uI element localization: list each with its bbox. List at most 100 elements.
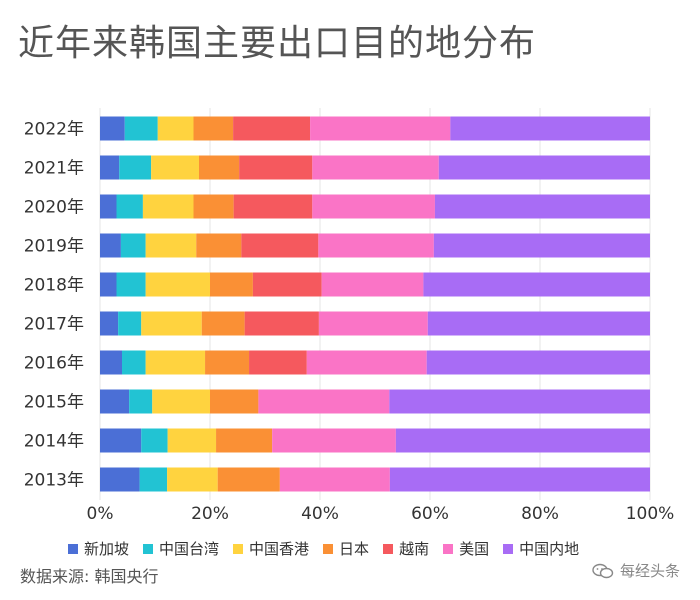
bar-segment	[145, 233, 197, 258]
bar-segment	[395, 428, 650, 453]
y-tick-label: 2019年	[24, 237, 84, 257]
x-tick-label: 60%	[411, 504, 449, 524]
bar-segment	[239, 155, 313, 180]
x-tick-label: 20%	[191, 504, 229, 524]
legend-label: 中国香港	[249, 540, 310, 558]
bar-segment	[100, 311, 119, 336]
bar-segment	[279, 467, 390, 492]
legend-label: 中国台湾	[159, 540, 220, 558]
legend-item: 中国台湾	[143, 538, 219, 559]
bar-segment	[100, 272, 117, 297]
bar-segment	[167, 428, 217, 453]
legend-label: 日本	[339, 540, 370, 558]
bar-segment	[434, 194, 650, 219]
bar-segment	[196, 233, 242, 258]
bar-segment	[318, 233, 434, 258]
x-tick-label: 0%	[87, 504, 114, 524]
bar-segment	[427, 311, 650, 336]
bar-segment	[118, 311, 142, 336]
legend-item: 日本	[323, 538, 369, 559]
bar-segment	[157, 116, 194, 141]
y-tick-label: 2015年	[24, 393, 84, 413]
bar-segment	[217, 467, 280, 492]
x-tick-label: 100%	[626, 504, 675, 524]
legend-item: 新加坡	[68, 538, 129, 559]
bar-segment	[450, 116, 650, 141]
bar-segment	[145, 350, 206, 375]
bar-segment	[233, 116, 311, 141]
x-tick-label: 40%	[301, 504, 339, 524]
bar-segment	[216, 428, 273, 453]
legend-swatch	[233, 543, 244, 554]
y-tick-label: 2016年	[24, 354, 84, 374]
legend-swatch	[503, 543, 514, 554]
bar-segment	[139, 467, 168, 492]
y-tick-label: 2021年	[24, 159, 84, 179]
watermark: 每经头条	[592, 560, 680, 581]
bar-segment	[100, 116, 125, 141]
legend-swatch	[383, 543, 394, 554]
bar-segment	[244, 311, 319, 336]
bar-segment	[241, 233, 319, 258]
y-tick-label: 2014年	[24, 432, 84, 452]
bar-segment	[116, 272, 146, 297]
legend: 新加坡 中国台湾 中国香港 日本 越南 美国 中国内地	[68, 538, 579, 559]
bar-segment	[210, 389, 259, 414]
source-note: 数据来源: 韩国央行	[20, 567, 159, 586]
bar-segment	[100, 428, 142, 453]
legend-item: 中国内地	[503, 538, 579, 559]
bar-segment	[193, 194, 234, 219]
bar-segment	[100, 350, 122, 375]
bar-segment	[100, 389, 130, 414]
bar-segment	[167, 467, 218, 492]
legend-label: 美国	[459, 540, 490, 558]
bar-segment	[129, 389, 153, 414]
y-tick-label: 2017年	[24, 315, 84, 335]
bar-segment	[100, 467, 140, 492]
bar-segment	[438, 155, 650, 180]
bar-segment	[120, 233, 146, 258]
bar-segment	[423, 272, 650, 297]
bar-segment	[205, 350, 250, 375]
legend-swatch	[68, 543, 78, 554]
bar-segment	[152, 389, 210, 414]
bar-segment	[252, 272, 322, 297]
legend-label: 中国内地	[519, 540, 580, 558]
legend-swatch	[443, 543, 454, 554]
bar-segment	[122, 350, 146, 375]
bar-segment	[321, 272, 424, 297]
legend-item: 美国	[443, 538, 489, 559]
bar-segment	[100, 233, 121, 258]
bar-segment	[100, 155, 120, 180]
bar-segment	[116, 194, 143, 219]
bar-segment	[426, 350, 650, 375]
bar-segment	[258, 389, 390, 414]
bar-segment	[124, 116, 158, 141]
bar-segment	[249, 350, 307, 375]
legend-item: 中国香港	[233, 538, 309, 559]
bar-segment	[389, 389, 650, 414]
y-tick-label: 2020年	[24, 198, 84, 218]
bar-segment	[199, 155, 240, 180]
bar-segment	[142, 194, 194, 219]
y-tick-label: 2022年	[24, 120, 84, 140]
bar-segment	[201, 311, 245, 336]
bar-segment	[312, 155, 439, 180]
bar-segment	[310, 116, 451, 141]
legend-item: 越南	[383, 538, 429, 559]
bar-segment	[272, 428, 396, 453]
chart-title: 近年来韩国主要出口目的地分布	[18, 23, 537, 64]
y-tick-label: 2018年	[24, 276, 84, 296]
bar-segment	[306, 350, 427, 375]
bar-segment	[233, 194, 313, 219]
bar-segment	[312, 194, 435, 219]
bar-segment	[389, 467, 650, 492]
wechat-icon	[592, 563, 614, 578]
legend-label: 越南	[399, 540, 430, 558]
x-tick-label: 80%	[521, 504, 559, 524]
bar-segment	[145, 272, 210, 297]
watermark-text: 每经头条	[619, 562, 680, 580]
bar-segment	[318, 311, 428, 336]
bar-segment	[433, 233, 650, 258]
